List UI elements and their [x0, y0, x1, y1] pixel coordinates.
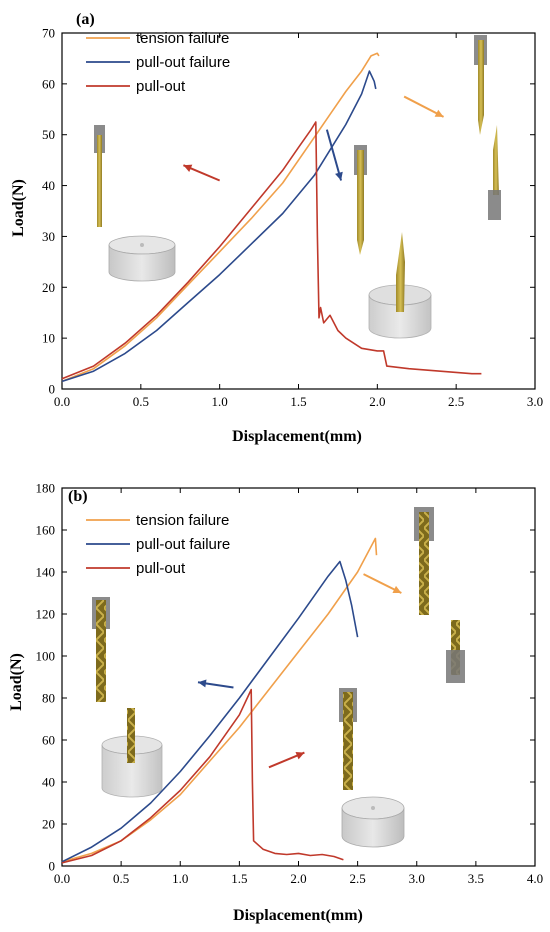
y-tick-label: 180: [36, 481, 56, 496]
x-tick-label: 2.5: [448, 394, 464, 409]
legend-item: pull-out failure: [86, 536, 230, 553]
panel-b-label: (b): [68, 488, 88, 505]
panel-a-series: [61, 52, 482, 383]
y-tick-label: 60: [42, 76, 55, 91]
series-line-pull-out: [61, 121, 482, 380]
panel-a-y-axis-title: Load(N): [10, 179, 27, 237]
annotation-arrow: [363, 573, 402, 594]
y-tick-label: 50: [42, 127, 55, 142]
specimen-pull-out-failure-illustration: [354, 145, 367, 255]
x-tick-label: 0.0: [54, 394, 70, 409]
specimen-twisted-fiber-left-illustration: [92, 597, 110, 702]
panel-a-illustrations: [94, 35, 501, 339]
x-tick-label: 0.5: [113, 871, 129, 886]
y-tick-label: 40: [42, 178, 55, 193]
panel-b-legend: tension failure pull-out failure pull-out: [86, 512, 230, 577]
annotation-arrow: [403, 95, 445, 118]
x-tick-label: 3.0: [527, 394, 543, 409]
y-tick-label: 60: [42, 733, 55, 748]
x-tick-label: 4.0: [527, 871, 543, 886]
y-tick-label: 160: [36, 523, 56, 538]
panel-a-legend: tension failure pull-out failure pull-out: [86, 30, 230, 95]
x-tick-label: 3.0: [409, 871, 425, 886]
legend-item: tension failure: [86, 512, 229, 529]
legend-item: tension failure: [86, 30, 229, 47]
y-tick-label: 0: [49, 859, 56, 874]
panel-a: 0.0 0.5 1.0 1.5 2.0 2.5 3.0 0 10 20 30 40 50 60 70 ten…: [10, 11, 543, 445]
y-tick-label: 120: [36, 607, 56, 622]
legend-label: tension failure: [136, 512, 229, 529]
y-tick-label: 100: [36, 649, 56, 664]
legend-label: tension failure: [136, 30, 229, 47]
series-line-tension-failure: [61, 52, 380, 383]
x-tick-label: 1.5: [290, 394, 306, 409]
x-tick-label: 1.0: [212, 394, 228, 409]
series-line-pull-out-failure: [61, 70, 377, 383]
panel-b-axes: 0.0 0.5 1.0 1.5 2.0 2.5 3.0 3.5 4.0 0 20 40 60 80 100 1…: [36, 481, 544, 887]
x-tick-label: 1.0: [172, 871, 188, 886]
specimen-broken-fiber-illustration: [474, 35, 501, 220]
legend-label: pull-out: [136, 560, 186, 577]
panel-b-annotation-arrows: [197, 573, 402, 769]
legend-item: pull-out: [86, 560, 186, 577]
y-tick-label: 40: [42, 775, 55, 790]
specimen-twisted-fiber-right-illustration: [414, 507, 465, 683]
panel-a-x-axis-title: Displacement(mm): [232, 428, 362, 445]
specimen-pull-out-illustration: [368, 232, 432, 339]
y-tick-label: 0: [49, 382, 56, 397]
annotation-arrow: [183, 164, 221, 182]
x-tick-label: 3.5: [468, 871, 484, 886]
y-tick-label: 140: [36, 565, 56, 580]
y-tick-label: 10: [42, 331, 55, 346]
specimen-cylinder-right-illustration: [341, 796, 405, 848]
panel-a-label: (a): [76, 11, 95, 28]
panel-b-series: [61, 537, 378, 864]
legend-label: pull-out failure: [136, 536, 230, 553]
panel-b-x-axis-title: Displacement(mm): [233, 907, 363, 924]
y-tick-label: 80: [42, 691, 55, 706]
annotation-arrow: [325, 129, 343, 181]
specimen-twisted-fiber-middle-illustration: [339, 688, 357, 790]
panel-b-y-axis-title: Load(N): [8, 653, 25, 711]
series-line-pull-out-failure: [61, 560, 359, 863]
y-tick-label: 20: [42, 280, 55, 295]
x-tick-label: 1.5: [231, 871, 247, 886]
panel-b-illustrations: [92, 507, 465, 848]
x-tick-label: 2.5: [350, 871, 366, 886]
panel-a-axes: 0.0 0.5 1.0 1.5 2.0 2.5 3.0 0 10 20 30 40 50 60 70: [42, 26, 543, 410]
y-tick-label: 20: [42, 817, 55, 832]
panel-a-annotation-arrows: [183, 95, 445, 182]
y-tick-label: 70: [42, 26, 55, 41]
specimen-tension-failure-illustration: [94, 125, 176, 282]
x-tick-label: 2.0: [290, 871, 306, 886]
annotation-arrow: [268, 751, 305, 769]
legend-item: pull-out: [86, 78, 186, 95]
x-tick-label: 2.0: [369, 394, 385, 409]
specimen-cylinder-left-illustration: [101, 708, 163, 798]
legend-label: pull-out: [136, 78, 186, 95]
panel-b: 0.0 0.5 1.0 1.5 2.0 2.5 3.0 3.5 4.0 0 20 40 60 80 100 1…: [8, 481, 543, 925]
series-line-pull-out: [61, 688, 344, 864]
x-tick-label: 0.0: [54, 871, 70, 886]
annotation-arrow: [197, 679, 234, 689]
legend-item: pull-out failure: [86, 54, 230, 71]
series-line-tension-failure: [61, 537, 378, 863]
x-tick-label: 0.5: [133, 394, 149, 409]
legend-label: pull-out failure: [136, 54, 230, 71]
y-tick-label: 30: [42, 229, 55, 244]
